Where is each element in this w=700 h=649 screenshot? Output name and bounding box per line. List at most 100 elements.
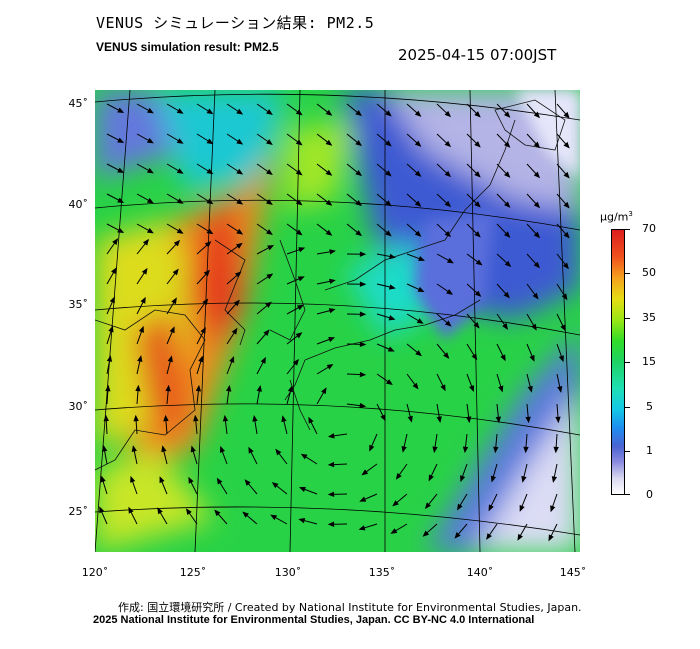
- lon-label-140: 140˚: [466, 566, 494, 579]
- wind-arrow-head: [329, 278, 336, 285]
- wind-arrow-head: [359, 251, 367, 257]
- wind-arrow-head: [295, 332, 303, 339]
- wind-arrow-head: [386, 379, 393, 386]
- wind-arrow-head: [281, 415, 287, 423]
- wind-arrow-head: [444, 140, 452, 148]
- wind-arrow-head: [275, 448, 282, 456]
- wind-arrow-head: [401, 445, 407, 453]
- wind-arrow-head: [416, 318, 424, 324]
- wind-arrow-head: [298, 486, 306, 492]
- wind-arrow-head: [561, 293, 568, 301]
- wind-arrow-head: [117, 107, 125, 113]
- wind-arrow-head: [533, 111, 541, 119]
- wind-arrow-head: [327, 491, 335, 498]
- wind-arrow-head: [504, 141, 511, 148]
- wind-arrow-head: [105, 384, 111, 392]
- wind-arrow-head: [188, 476, 194, 484]
- wind-arrow-head: [206, 138, 214, 145]
- wind-arrow-head: [130, 475, 136, 483]
- wind-arrow-head: [128, 506, 134, 514]
- colorbar-unit: μg/m3: [600, 210, 633, 224]
- wind-arrow-head: [533, 261, 540, 269]
- wind-arrow-head: [465, 416, 472, 424]
- wind-arrow-head: [140, 296, 146, 304]
- wind-arrow-head: [517, 533, 523, 541]
- wind-arrow-head: [355, 199, 363, 207]
- wind-arrow-head: [222, 414, 229, 422]
- wind-arrow-head: [388, 284, 396, 290]
- wind-arrow-head: [436, 416, 442, 423]
- wind-arrow-head: [359, 371, 367, 378]
- wind-arrow-head: [531, 323, 537, 331]
- wind-arrow-head: [146, 197, 154, 204]
- wind-arrow-head: [523, 446, 529, 454]
- wind-arrow-head: [328, 337, 336, 343]
- wind-arrow-head: [167, 355, 173, 363]
- wind-arrow-head: [117, 167, 125, 173]
- wind-arrow-head: [446, 257, 454, 264]
- wind-arrow-head: [519, 504, 525, 512]
- wind-arrow-head: [432, 446, 438, 454]
- wind-arrow-head: [142, 238, 150, 246]
- wind-arrow-head: [185, 508, 192, 516]
- wind-arrow-head: [236, 138, 244, 145]
- wind-arrow-head: [385, 110, 392, 117]
- lat-label-25: 25˚: [68, 505, 89, 518]
- wind-arrow-head: [287, 385, 294, 393]
- wind-arrow-head: [206, 108, 214, 115]
- wind-arrow-head: [359, 402, 367, 409]
- wind-arrow-head: [325, 169, 333, 176]
- wind-arrow-head: [355, 229, 363, 237]
- wind-arrow-head: [551, 476, 558, 483]
- wind-arrow-head: [563, 231, 570, 239]
- wind-arrow-head: [486, 533, 492, 540]
- wind-arrow-head: [563, 171, 570, 179]
- wind-arrow-head: [454, 532, 461, 539]
- wind-arrow-head: [407, 415, 413, 423]
- wind-arrow-head: [109, 296, 115, 304]
- wind-arrow-head: [111, 267, 117, 275]
- wind-arrow-head: [358, 525, 366, 531]
- colorbar-label-15: 15: [642, 355, 656, 368]
- wind-arrow-head: [138, 325, 144, 333]
- wind-arrow-head: [266, 139, 273, 145]
- wind-arrow-head: [203, 269, 211, 277]
- wind-arrow-head: [385, 200, 392, 207]
- colorbar-tick-1: [625, 451, 630, 452]
- wind-arrow-head: [135, 384, 141, 392]
- wind-arrow-head: [308, 416, 314, 424]
- timestamp: 2025-04-15 07:00JST: [398, 46, 557, 64]
- wind-arrow-head: [355, 139, 363, 147]
- wind-arrow-head: [236, 108, 244, 115]
- lat-label-35: 35˚: [68, 298, 89, 311]
- wind-arrow-head: [415, 350, 422, 357]
- wind-arrow-head: [163, 414, 169, 422]
- wind-arrow-head: [533, 231, 541, 239]
- wind-arrow-head: [488, 504, 494, 512]
- wind-arrow-head: [176, 138, 184, 144]
- lon-label-120: 120˚: [81, 566, 109, 579]
- wind-arrow-head: [117, 137, 125, 143]
- wind-arrow-head: [236, 198, 244, 205]
- wind-arrow-head: [229, 356, 235, 363]
- wind-arrow-head: [444, 230, 452, 238]
- wind-arrow-head: [390, 528, 398, 534]
- wind-arrow-head: [387, 346, 395, 352]
- wind-arrow-head: [557, 386, 563, 393]
- colorbar-tick-35: [625, 318, 630, 319]
- wind-vectors: [99, 103, 570, 542]
- wind-arrow-head: [525, 416, 531, 424]
- wind-arrow-head: [474, 171, 481, 178]
- wind-arrow-head: [198, 355, 204, 363]
- wind-arrow-head: [137, 355, 143, 362]
- wind-arrow-head: [99, 506, 105, 514]
- coastlines: [95, 99, 566, 471]
- wind-arrow-head: [271, 482, 279, 489]
- wind-arrow-head: [424, 502, 432, 510]
- colorbar-label-70: 70: [642, 222, 656, 235]
- wind-arrow-head: [361, 469, 369, 476]
- wind-arrow-head: [490, 475, 497, 483]
- wind-arrow-head: [504, 171, 511, 178]
- wind-arrow-head: [266, 229, 273, 235]
- wind-arrow-head: [295, 169, 303, 176]
